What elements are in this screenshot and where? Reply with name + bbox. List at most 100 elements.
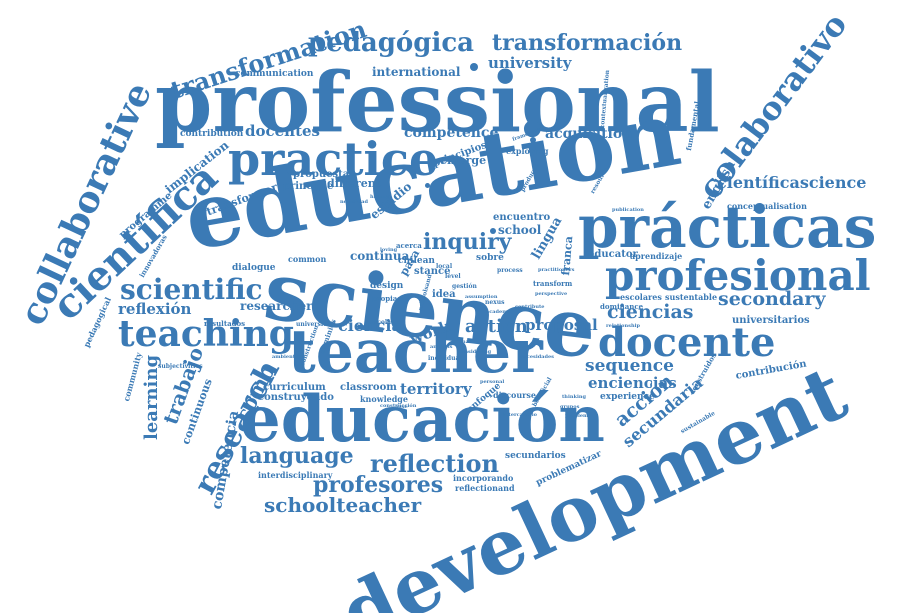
word-individual: individual <box>428 355 462 362</box>
word-subjectivities: subjectivities <box>158 363 203 370</box>
word-process: process <box>497 267 523 274</box>
word-actuales: actuales <box>510 344 534 350</box>
word-contribution: contribution <box>180 129 244 139</box>
word-school: school <box>498 223 542 237</box>
word-perspective: perspective <box>535 291 568 297</box>
word-considering: considering <box>458 349 492 355</box>
word-emerge: emerge <box>440 154 487 167</box>
word-action: action <box>465 316 528 337</box>
word-escolares: escolares <box>620 292 662 302</box>
word-aprendizaje: aprendizaje <box>630 251 683 261</box>
word-necesidad: necesidad <box>340 199 368 205</box>
word-territory: territory <box>400 380 472 398</box>
word-teacher: teacher <box>288 317 543 387</box>
word-analysis: analysis <box>430 344 453 350</box>
word-pedagogica: pedagógica <box>308 28 475 58</box>
word-local: local <box>436 263 453 270</box>
word-secundarios: secundarios <box>505 451 566 461</box>
word-transform: transform <box>533 279 573 288</box>
word-docente: docente <box>598 319 776 366</box>
word-professional: professional <box>155 55 720 151</box>
word-personal: personal <box>480 379 505 385</box>
word-grupos: grupos <box>560 404 580 410</box>
word-ambiental: ambiental <box>272 354 301 360</box>
dot-decoration <box>425 183 430 188</box>
word-reflexion: reflexión <box>118 300 192 318</box>
word-history: history <box>370 194 390 200</box>
word-researcher: researcher <box>240 299 313 313</box>
word-university: university <box>488 54 572 72</box>
word-stance: stance <box>414 266 451 277</box>
word-educacion: educación <box>240 382 605 457</box>
word-docentes: docentes <box>245 122 320 140</box>
word-academic: academic <box>486 309 513 315</box>
word-dialogue: dialogue <box>232 263 276 273</box>
word-base: base <box>395 404 408 410</box>
word-schoolteacher: schoolteacher <box>264 493 422 517</box>
word-experience: experience <box>600 392 655 402</box>
word-resultados: resultados <box>204 319 246 328</box>
word-sequence: sequence <box>585 356 674 376</box>
word-universidad: universidad <box>296 321 336 328</box>
word-different: different <box>327 177 381 190</box>
word-profesional: profesional <box>605 251 871 300</box>
word-gestion: gestión <box>452 283 477 290</box>
word-cientificascience: científicascience <box>717 173 867 192</box>
word-dominance: dominance <box>600 302 644 311</box>
word-level: level <box>445 273 461 280</box>
word-incorporando: incorporando <box>453 473 514 483</box>
word-teaching: teaching <box>118 313 294 355</box>
word-propias: propias <box>372 294 402 303</box>
word-assumption: assumption <box>465 294 498 300</box>
word-sustentable: sustentable <box>665 292 718 302</box>
word-continua: continua <box>350 249 410 263</box>
word-common: common <box>288 254 327 264</box>
word-practicas: prácticas <box>578 193 877 261</box>
word-transformacion: transformación <box>492 30 683 56</box>
word-profesores: profesores <box>313 472 444 498</box>
dot-decoration <box>490 228 496 234</box>
word-practitioners: practitioners <box>538 267 575 273</box>
word-community: community <box>121 351 144 403</box>
word-competence: competence <box>404 125 499 141</box>
word-encuentro: encuentro <box>493 212 551 223</box>
word-reflectionand: reflectionand <box>455 483 515 493</box>
word-proposal: proposal <box>525 316 598 334</box>
word-scientific: scientific <box>120 273 263 306</box>
word-nexus: nexus <box>485 299 505 306</box>
word-principle: principle <box>283 181 334 192</box>
word-conceptualisation: conceptualisation <box>727 201 807 211</box>
word-discourse: discourse <box>493 390 536 400</box>
word-language: language <box>240 443 354 469</box>
word-curriculum: curriculum <box>263 382 326 393</box>
word-reflection: reflection <box>370 449 499 478</box>
word-relationship: relationship <box>606 323 640 329</box>
word-practice: practice <box>228 132 439 186</box>
word-design: design <box>370 281 404 291</box>
word-problem: problem <box>565 413 589 419</box>
word-loving: loving <box>380 247 398 253</box>
word-interdisciplinary: interdisciplinary <box>258 470 333 480</box>
word-propuesta: propuesta <box>293 169 350 180</box>
dot-decoration <box>530 137 536 143</box>
word-ciencias: ciencias <box>607 301 694 323</box>
word-publication: publication <box>612 207 644 213</box>
word-classroom: classroom <box>340 382 397 393</box>
word-communication: communication <box>235 69 314 79</box>
word-ciencia: ciencia <box>338 316 402 335</box>
word-sobre: sobre <box>476 253 504 263</box>
word-arenas: arenas <box>453 339 472 345</box>
word-construyendo: construyendo <box>258 392 334 403</box>
word-construccion: construcción <box>380 403 417 409</box>
word-acquisition: acquisition <box>545 126 633 142</box>
dot-decoration <box>470 63 478 71</box>
word-educator: educator <box>588 249 638 260</box>
word-chilean: chilean <box>398 256 435 266</box>
word-contribute: contribute <box>515 304 545 310</box>
word-acerca: acerca <box>396 241 422 250</box>
word-intercambio: intercambio <box>503 412 537 418</box>
word-idea: idea <box>432 289 456 300</box>
word-universitarios: universitarios <box>732 315 810 326</box>
word-knowledge: knowledge <box>360 394 408 404</box>
